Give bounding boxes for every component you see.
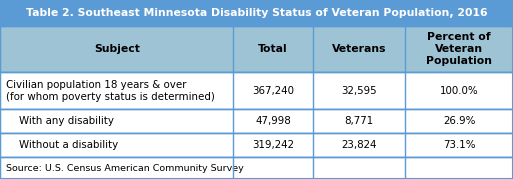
Text: Percent of
Veteran
Population: Percent of Veteran Population xyxy=(426,32,492,66)
Text: Total: Total xyxy=(259,44,288,54)
Text: 23,824: 23,824 xyxy=(341,140,377,150)
Text: 47,998: 47,998 xyxy=(255,116,291,126)
Text: 26.9%: 26.9% xyxy=(443,116,476,126)
Bar xyxy=(0,26,513,72)
Text: Veterans: Veterans xyxy=(332,44,386,54)
Text: 319,242: 319,242 xyxy=(252,140,294,150)
Text: 73.1%: 73.1% xyxy=(443,140,476,150)
Bar xyxy=(0,157,513,179)
Text: 8,771: 8,771 xyxy=(344,116,374,126)
Text: Table 2. Southeast Minnesota Disability Status of Veteran Population, 2016: Table 2. Southeast Minnesota Disability … xyxy=(26,8,487,18)
Text: Source: U.S. Census American Community Survey: Source: U.S. Census American Community S… xyxy=(6,164,244,173)
Text: 100.0%: 100.0% xyxy=(440,86,479,96)
Text: With any disability: With any disability xyxy=(6,116,114,126)
Bar xyxy=(0,110,513,133)
Bar xyxy=(0,133,513,157)
Text: Civilian population 18 years & over
(for whom poverty status is determined): Civilian population 18 years & over (for… xyxy=(6,80,215,102)
Bar xyxy=(0,0,513,26)
Text: Subject: Subject xyxy=(94,44,140,54)
Text: Without a disability: Without a disability xyxy=(6,140,119,150)
Text: 32,595: 32,595 xyxy=(341,86,377,96)
Bar xyxy=(0,72,513,110)
Text: 367,240: 367,240 xyxy=(252,86,294,96)
